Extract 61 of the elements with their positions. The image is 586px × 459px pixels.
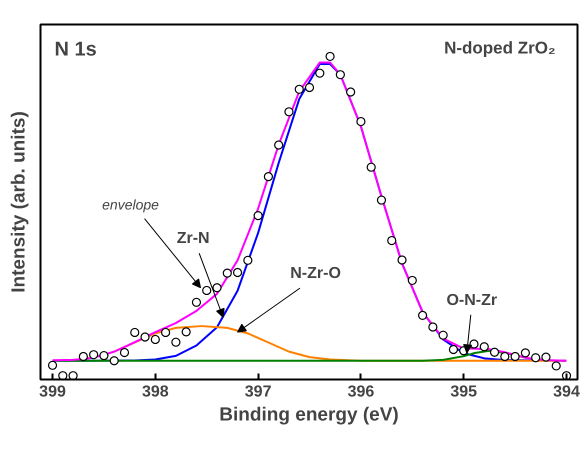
point xyxy=(99,350,109,360)
point xyxy=(48,360,58,370)
annotation: N 1s xyxy=(54,38,97,60)
point xyxy=(78,352,88,362)
point xyxy=(480,342,489,352)
point xyxy=(397,255,407,265)
point xyxy=(315,68,324,78)
point xyxy=(161,328,170,338)
annotation: N-Zr-O xyxy=(290,265,341,282)
point xyxy=(110,356,119,366)
point xyxy=(264,172,273,182)
y-axis-title: Intensity (arb. units) xyxy=(8,111,30,293)
x-tick-label: 397 xyxy=(244,384,272,400)
point xyxy=(531,353,540,362)
point xyxy=(89,350,98,360)
point xyxy=(438,330,448,340)
x-tick-label: 395 xyxy=(450,384,478,400)
point xyxy=(130,328,140,338)
point xyxy=(408,276,417,286)
point xyxy=(500,352,510,362)
x-axis-title: Binding energy (eV) xyxy=(219,404,399,426)
point xyxy=(192,298,202,307)
annotation: O-N-Zr xyxy=(446,292,498,309)
point xyxy=(222,268,232,278)
point xyxy=(418,310,428,320)
point xyxy=(232,268,242,278)
point xyxy=(366,162,376,172)
annotation: Zr-N xyxy=(176,230,210,248)
annotation: envelope xyxy=(102,196,160,213)
point xyxy=(150,334,160,344)
point xyxy=(274,140,284,150)
point xyxy=(346,87,356,97)
point xyxy=(254,211,263,220)
point xyxy=(325,52,335,62)
point xyxy=(520,348,530,358)
point xyxy=(171,338,180,347)
annotation: N-doped ZrO₂ xyxy=(444,38,556,58)
point xyxy=(140,332,150,342)
point xyxy=(376,195,386,205)
point xyxy=(336,70,345,80)
x-tick-label: 394 xyxy=(553,384,580,400)
x-tick-label: 396 xyxy=(348,384,374,400)
point xyxy=(284,107,294,116)
point xyxy=(356,116,366,126)
point xyxy=(469,339,479,349)
point xyxy=(510,352,520,362)
point xyxy=(387,236,396,246)
point xyxy=(294,84,304,94)
x-tick-label: 398 xyxy=(142,384,169,400)
point xyxy=(243,256,252,265)
point xyxy=(202,286,212,296)
point xyxy=(490,348,500,357)
point xyxy=(541,352,551,362)
point xyxy=(304,82,314,92)
point xyxy=(182,327,191,336)
point xyxy=(448,344,458,354)
point xyxy=(120,348,130,358)
x-tick-label: 399 xyxy=(39,384,66,400)
point xyxy=(212,283,222,292)
point xyxy=(428,322,438,332)
point xyxy=(552,361,561,371)
